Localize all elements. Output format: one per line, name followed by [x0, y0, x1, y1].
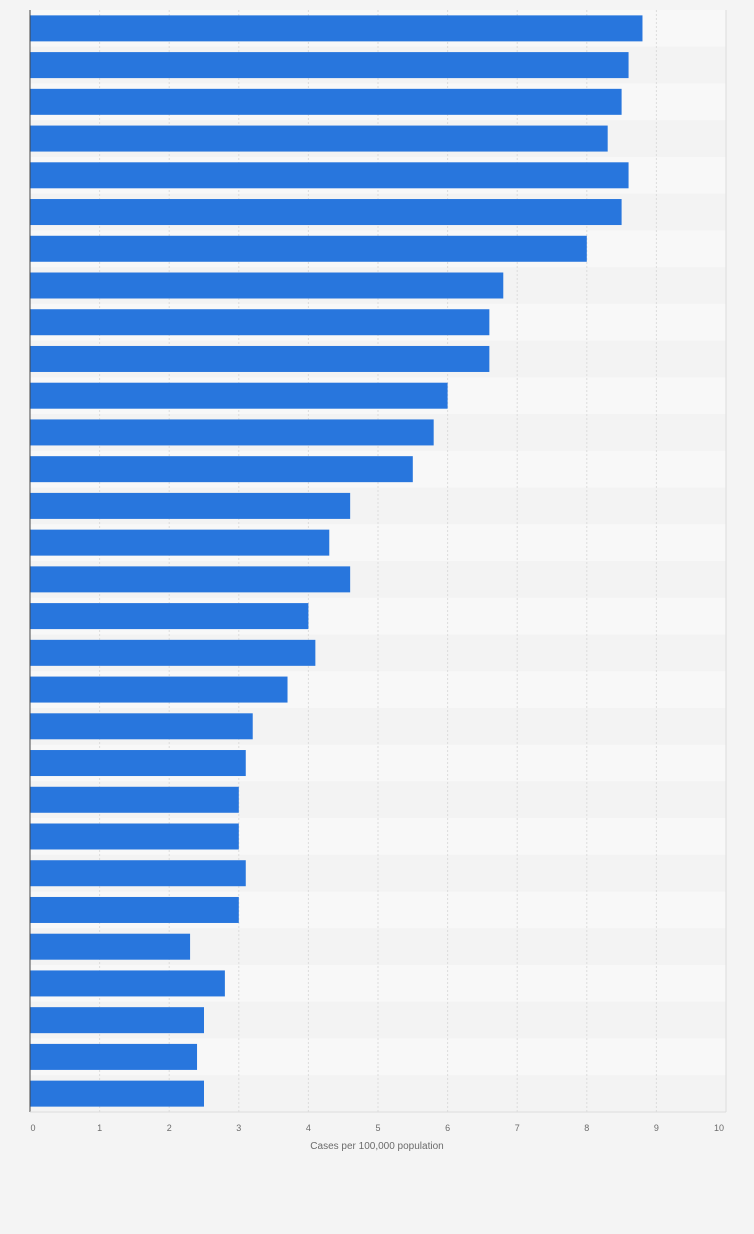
- bar: [30, 1007, 204, 1034]
- x-tick-label: 9: [654, 1123, 659, 1133]
- x-tick-label: 2: [167, 1123, 172, 1133]
- x-tick-label: 6: [445, 1123, 450, 1133]
- x-tick-label: 10: [714, 1123, 724, 1133]
- bar: [30, 15, 643, 42]
- bar: [30, 603, 309, 630]
- bar: [30, 382, 448, 409]
- bar: [30, 52, 629, 79]
- bar: [30, 823, 239, 850]
- bar: [30, 933, 191, 960]
- x-tick-label: 5: [375, 1123, 380, 1133]
- bar: [30, 529, 330, 556]
- bar: [30, 639, 316, 666]
- bar: [30, 419, 434, 446]
- axes: [29, 10, 726, 1113]
- bar: [30, 456, 413, 483]
- bar: [30, 896, 239, 923]
- bar: [30, 676, 288, 703]
- x-tick-label: 4: [306, 1123, 311, 1133]
- bar: [30, 272, 504, 299]
- x-tick-label: 3: [236, 1123, 241, 1133]
- x-tick-label: 1: [97, 1123, 102, 1133]
- bar: [30, 970, 225, 997]
- bar: [30, 750, 246, 777]
- bar: [30, 309, 490, 336]
- bar: [30, 125, 608, 152]
- bar: [30, 1080, 204, 1107]
- bar: [30, 235, 587, 262]
- bar: [30, 713, 253, 740]
- bar: [30, 1043, 198, 1070]
- bar: [30, 566, 351, 593]
- bar: [30, 345, 490, 372]
- bar: [30, 162, 629, 189]
- gridlines: [99, 10, 727, 1112]
- bar: [30, 88, 622, 115]
- x-axis-label: Cases per 100,000 population: [310, 1141, 443, 1152]
- x-tick-labels: 0 1 2 3 4 5 6 7 8 9 10: [30, 1123, 724, 1133]
- x-tick-label: 8: [584, 1123, 589, 1133]
- bar: [30, 786, 239, 813]
- bar: [30, 199, 622, 226]
- x-tick-label: 0: [30, 1123, 35, 1133]
- bar: [30, 492, 351, 519]
- x-tick-label: 7: [515, 1123, 520, 1133]
- bar: [30, 860, 246, 887]
- bars: [30, 15, 643, 1107]
